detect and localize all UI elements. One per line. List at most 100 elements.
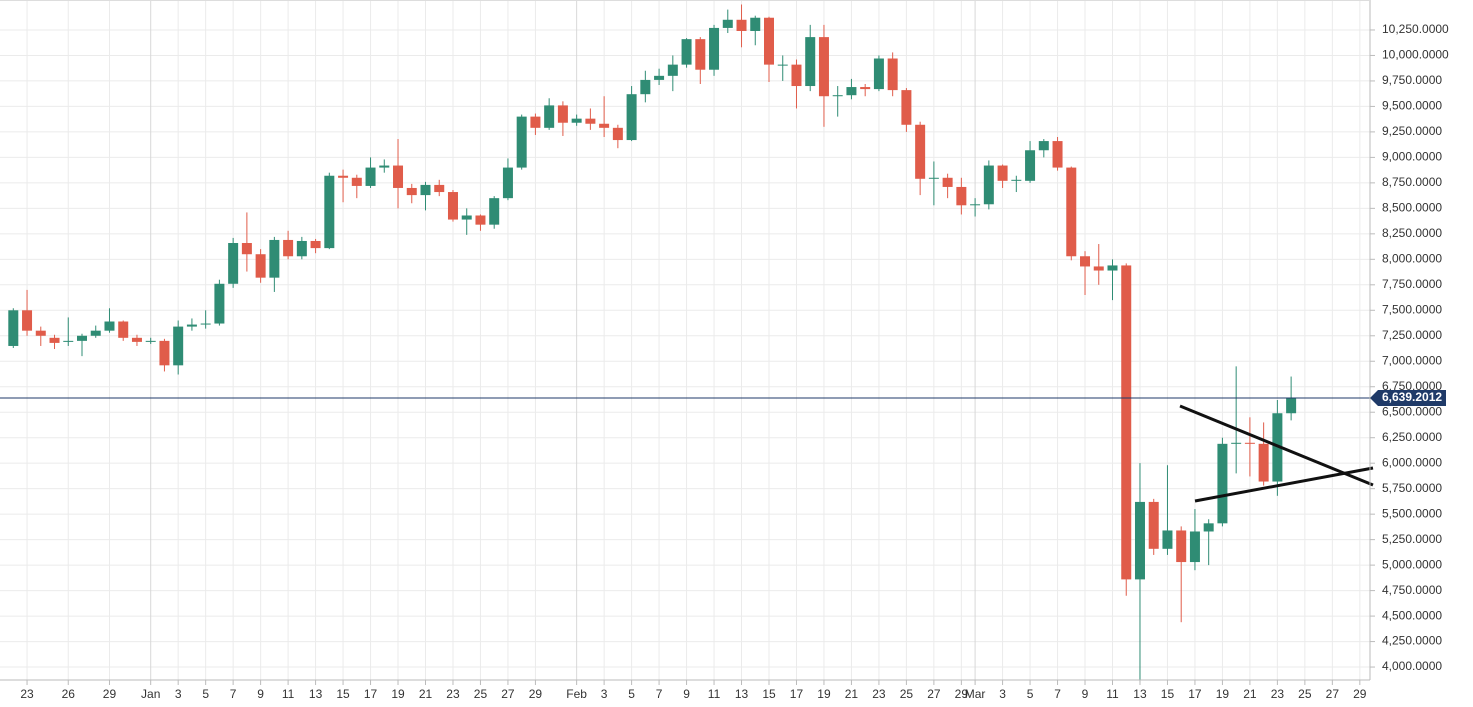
candle-body — [214, 283, 225, 324]
x-tick-label: 19 — [391, 687, 405, 701]
x-tick-label: 19 — [1216, 687, 1230, 701]
x-tick-label: 3 — [175, 687, 182, 701]
candle-body — [338, 175, 349, 178]
candle-body — [695, 39, 706, 70]
x-tick-label: 29 — [529, 687, 543, 701]
x-tick-label: Jan — [141, 687, 160, 701]
candle-body — [1121, 265, 1132, 580]
candle-body — [722, 19, 733, 28]
x-tick-label: Mar — [965, 687, 986, 701]
candle-body — [393, 165, 404, 188]
x-tick-label: 5 — [628, 687, 635, 701]
candle-body — [420, 184, 431, 196]
y-tick-label: 8,500.0000 — [1382, 201, 1442, 215]
y-tick-label: 10,250.0000 — [1382, 22, 1449, 36]
y-tick-label: 9,500.0000 — [1382, 99, 1442, 113]
candle-body — [324, 175, 335, 249]
x-tick-label: 21 — [845, 687, 859, 701]
candle-body — [805, 37, 816, 87]
candle-body — [283, 239, 294, 257]
candle-body — [145, 340, 156, 342]
candle-body — [791, 64, 802, 87]
candle-body — [640, 79, 651, 95]
x-tick-label: 25 — [474, 687, 488, 701]
candle-body — [818, 37, 829, 97]
x-tick-label: 29 — [1353, 687, 1367, 701]
x-tick-label: 13 — [735, 687, 749, 701]
x-tick-label: 23 — [1271, 687, 1285, 701]
x-tick-label: 23 — [872, 687, 886, 701]
y-tick-label: 5,750.0000 — [1382, 481, 1442, 495]
x-tick-label: 11 — [1106, 687, 1119, 701]
candle-body — [1176, 530, 1187, 563]
candle-body — [626, 94, 637, 141]
candle-body — [970, 204, 981, 206]
x-tick-label: 5 — [1027, 687, 1034, 701]
candle-body — [118, 321, 129, 338]
x-tick-label: 25 — [1298, 687, 1312, 701]
candle-body — [530, 116, 541, 128]
x-tick-label: 3 — [999, 687, 1006, 701]
grid-layer — [0, 0, 1370, 680]
y-tick-label: 5,000.0000 — [1382, 557, 1442, 571]
x-tick-label: Feb — [566, 687, 587, 701]
candle-body — [49, 337, 60, 343]
x-tick-label: 17 — [364, 687, 378, 701]
y-tick-label: 5,250.0000 — [1382, 532, 1442, 546]
x-tick-label: 23 — [446, 687, 460, 701]
candle-body — [296, 240, 307, 257]
y-tick-label: 8,750.0000 — [1382, 175, 1442, 189]
x-tick-label: 25 — [900, 687, 914, 701]
x-tick-label: 13 — [309, 687, 323, 701]
x-tick-label: 11 — [708, 687, 721, 701]
x-tick-label: 19 — [817, 687, 831, 701]
x-tick-label: 5 — [202, 687, 209, 701]
candle-body — [1038, 141, 1049, 151]
x-tick-label: 7 — [230, 687, 237, 701]
candle-body — [956, 186, 967, 206]
x-tick-label: 26 — [62, 687, 76, 701]
candle-body — [1217, 443, 1228, 524]
candle-body — [860, 87, 871, 90]
candle-body — [365, 167, 376, 186]
x-tick-label: 15 — [1161, 687, 1175, 701]
x-tick-label: 7 — [656, 687, 663, 701]
candle-body — [873, 58, 884, 90]
x-tick-label: 15 — [762, 687, 776, 701]
candle-body — [832, 95, 843, 97]
label-layer: 4,000.0000 4,250.0000 4,500.0000 4,750.0000… — [20, 22, 1449, 701]
x-tick-label: 27 — [1326, 687, 1340, 701]
candle-body — [255, 254, 266, 278]
last-price-box — [1370, 390, 1446, 407]
candle-body — [516, 116, 527, 168]
candle-body — [1189, 531, 1200, 563]
candle-body — [379, 165, 390, 168]
y-tick-label: 7,000.0000 — [1382, 353, 1442, 367]
y-tick-label: 6,000.0000 — [1382, 455, 1442, 469]
candle-body — [1025, 150, 1036, 181]
candle-body — [1134, 501, 1145, 580]
y-tick-label: 7,250.0000 — [1382, 328, 1442, 342]
candle-body — [1066, 167, 1077, 257]
x-tick-label: 29 — [103, 687, 117, 701]
candle-body — [654, 75, 665, 80]
candle-body — [1231, 442, 1242, 444]
candle-body — [585, 118, 596, 124]
candle-body — [186, 324, 197, 327]
candle-body — [200, 323, 211, 325]
candle-body — [77, 335, 87, 341]
y-tick-label: 4,000.0000 — [1382, 659, 1442, 673]
candle-body — [351, 177, 362, 186]
candle-body — [131, 337, 142, 342]
y-tick-label: 7,500.0000 — [1382, 302, 1442, 316]
mark-layer — [0, 4, 1370, 683]
candle-body — [1052, 141, 1063, 168]
y-tick-label: 9,750.0000 — [1382, 73, 1442, 87]
candle-body — [681, 39, 692, 65]
candle-body — [1080, 256, 1091, 267]
candle-body — [667, 64, 678, 76]
candle-body — [1107, 265, 1118, 271]
candle-body — [269, 239, 280, 278]
candle-body — [173, 326, 184, 366]
